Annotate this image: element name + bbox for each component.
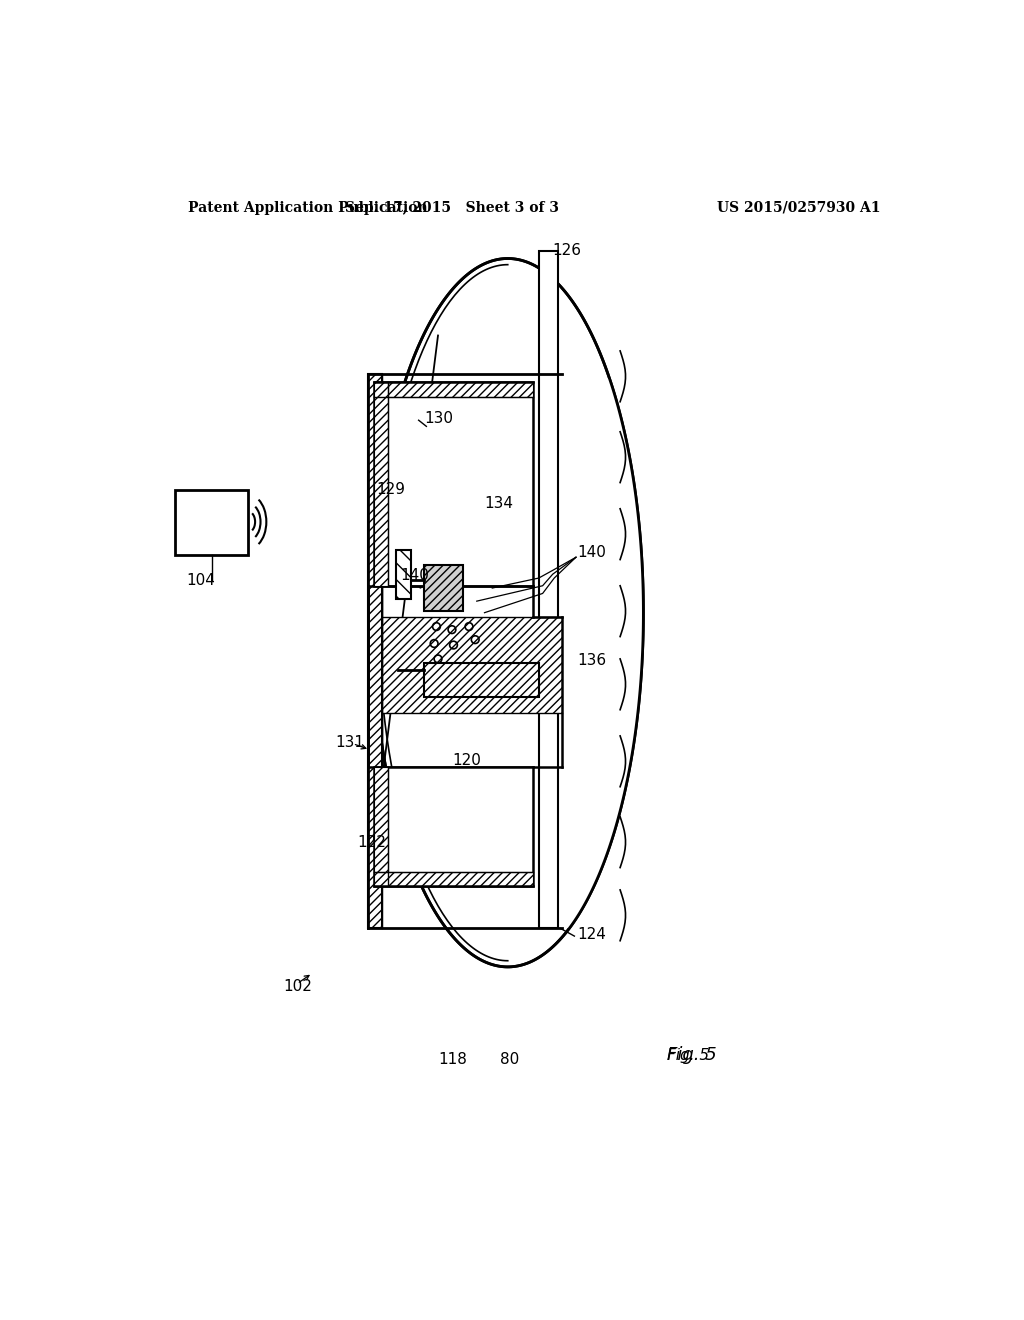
Bar [375, 381, 532, 397]
Text: 120: 120 [452, 752, 481, 768]
Text: 140: 140 [578, 545, 606, 560]
Text: 131: 131 [336, 734, 365, 750]
Bar [424, 663, 539, 697]
Text: 126: 126 [553, 243, 582, 259]
Text: US 2015/0257930 A1: US 2015/0257930 A1 [717, 201, 881, 215]
Bar [174, 490, 248, 554]
Polygon shape [558, 374, 643, 928]
Bar [375, 767, 388, 886]
Text: 104: 104 [186, 573, 215, 587]
Text: 134: 134 [484, 496, 513, 511]
Text: 80: 80 [500, 1052, 519, 1067]
Text: 136: 136 [578, 653, 606, 668]
Text: 129: 129 [376, 482, 406, 498]
Text: 130: 130 [424, 411, 453, 426]
Text: 102: 102 [283, 978, 312, 994]
Text: Patent Application Publication: Patent Application Publication [188, 201, 428, 215]
Text: 118: 118 [438, 1052, 467, 1067]
Text: Fig. 5: Fig. 5 [667, 1047, 717, 1064]
Text: Fig. 5: Fig. 5 [667, 1048, 709, 1063]
Bar [375, 381, 532, 586]
Bar [375, 873, 532, 886]
Bar [396, 549, 411, 599]
Text: 122: 122 [357, 834, 386, 850]
Bar [382, 616, 562, 713]
Bar [375, 767, 532, 886]
Text: 140: 140 [400, 568, 430, 583]
Polygon shape [372, 259, 643, 966]
Bar [424, 565, 463, 611]
Bar [375, 381, 388, 586]
Text: 124: 124 [578, 927, 606, 942]
Bar [539, 251, 558, 928]
Text: Sep. 17, 2015   Sheet 3 of 3: Sep. 17, 2015 Sheet 3 of 3 [345, 201, 559, 215]
Bar [369, 374, 382, 928]
